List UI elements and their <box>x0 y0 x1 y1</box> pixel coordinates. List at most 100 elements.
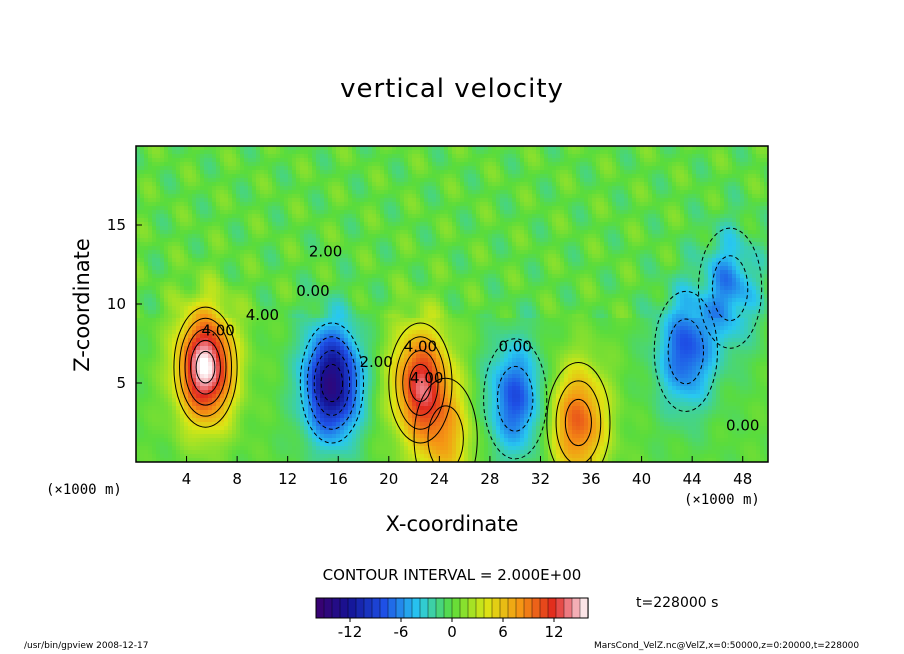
field-cell <box>444 242 449 247</box>
field-cell <box>508 222 513 227</box>
field-cell <box>232 266 237 271</box>
field-cell <box>244 194 249 199</box>
field-cell <box>672 186 677 191</box>
field-cell <box>456 174 461 179</box>
field-cell <box>720 178 725 183</box>
field-cell <box>464 146 469 151</box>
field-cell <box>724 198 729 203</box>
field-cell <box>136 198 141 203</box>
field-cell <box>232 222 237 227</box>
field-cell <box>468 226 473 231</box>
field-cell <box>568 202 573 207</box>
field-cell <box>636 206 641 211</box>
field-cell <box>628 226 633 231</box>
field-cell <box>320 218 325 223</box>
field-cell <box>336 158 341 163</box>
field-cell <box>748 190 753 195</box>
field-cell <box>724 266 729 271</box>
field-cell <box>652 154 657 159</box>
field-cell <box>584 170 589 175</box>
field-cell <box>736 242 741 247</box>
field-cell <box>180 222 185 227</box>
field-cell <box>748 218 753 223</box>
field-cell <box>244 186 249 191</box>
field-cell <box>340 226 345 231</box>
field-cell <box>356 230 361 235</box>
field-cell <box>352 246 357 251</box>
field-cell <box>244 178 249 183</box>
field-cell <box>556 154 561 159</box>
field-cell <box>444 190 449 195</box>
field-cell <box>596 230 601 235</box>
field-cell <box>440 242 445 247</box>
field-cell <box>436 150 441 155</box>
field-cell <box>424 218 429 223</box>
field-cell <box>144 254 149 259</box>
field-cell <box>756 202 761 207</box>
field-cell <box>328 258 333 263</box>
field-cell <box>288 222 293 227</box>
field-cell <box>452 258 457 263</box>
field-cell <box>516 190 521 195</box>
field-cell <box>432 242 437 247</box>
field-cell <box>168 226 173 231</box>
field-cell <box>640 186 645 191</box>
field-cell <box>704 226 709 231</box>
field-cell <box>532 242 537 247</box>
field-cell <box>576 198 581 203</box>
field-cell <box>684 250 689 255</box>
field-cell <box>224 262 229 267</box>
field-cell <box>340 174 345 179</box>
field-cell <box>584 238 589 243</box>
field-cell <box>408 270 413 275</box>
field-cell <box>620 182 625 187</box>
field-cell <box>556 146 561 151</box>
field-cell <box>544 186 549 191</box>
field-cell <box>572 214 577 219</box>
field-cell <box>400 266 405 271</box>
field-cell <box>628 174 633 179</box>
field-cell <box>576 150 581 155</box>
field-cell <box>552 194 557 199</box>
field-cell <box>296 254 301 259</box>
field-cell <box>752 222 757 227</box>
field-cell <box>568 146 573 151</box>
field-cell <box>700 198 705 203</box>
field-cell <box>760 178 765 183</box>
field-cell <box>280 242 285 247</box>
field-cell <box>528 266 533 271</box>
field-cell <box>568 154 573 159</box>
field-cell <box>276 178 281 183</box>
field-cell <box>412 210 417 215</box>
field-cell <box>324 158 329 163</box>
field-cell <box>388 230 393 235</box>
field-cell <box>656 146 661 151</box>
field-cell <box>592 214 597 219</box>
field-cell <box>624 158 629 163</box>
field-cell <box>740 206 745 211</box>
field-cell <box>140 170 145 175</box>
field-cell <box>380 202 385 207</box>
field-cell <box>740 162 745 167</box>
field-cell <box>588 266 593 271</box>
field-cell <box>216 230 221 235</box>
field-cell <box>416 154 421 159</box>
field-cell <box>588 182 593 187</box>
field-cell <box>752 230 757 235</box>
field-cell <box>488 258 493 263</box>
field-cell <box>716 198 721 203</box>
field-cell <box>688 246 693 251</box>
field-cell <box>284 182 289 187</box>
field-cell <box>660 166 665 171</box>
field-cell <box>300 178 305 183</box>
field-cell <box>344 170 349 175</box>
field-cell <box>496 154 501 159</box>
field-cell <box>296 266 301 271</box>
field-cell <box>524 170 529 175</box>
field-cell <box>580 146 585 151</box>
field-cell <box>340 218 345 223</box>
field-cell <box>484 150 489 155</box>
field-cell <box>764 254 768 259</box>
field-cell <box>412 238 417 243</box>
field-cell <box>400 206 405 211</box>
